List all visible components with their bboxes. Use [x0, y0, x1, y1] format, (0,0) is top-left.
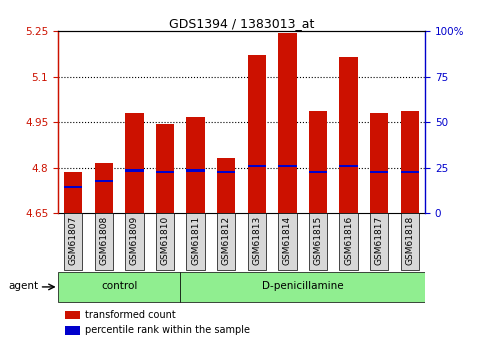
Text: GSM61812: GSM61812 [222, 216, 231, 265]
Bar [370, 113, 388, 213]
Bar [340, 165, 358, 167]
Bar [309, 171, 327, 173]
Bar [400, 171, 419, 173]
Text: GSM61807: GSM61807 [69, 216, 78, 265]
Text: D-penicillamine: D-penicillamine [262, 281, 343, 291]
Bar [186, 169, 205, 172]
Bar [156, 171, 174, 173]
Text: GSM61811: GSM61811 [191, 216, 200, 265]
Bar [95, 163, 113, 213]
Bar [156, 213, 174, 270]
Bar [125, 113, 143, 213]
Bar [186, 213, 205, 270]
Bar [248, 165, 266, 167]
Bar [278, 165, 297, 167]
Text: GSM61813: GSM61813 [252, 216, 261, 265]
Bar [340, 213, 358, 270]
Text: GSM61808: GSM61808 [99, 216, 108, 265]
Bar [248, 213, 266, 270]
Text: GSM61814: GSM61814 [283, 216, 292, 265]
Bar [248, 55, 266, 213]
Bar [65, 326, 80, 335]
Bar [65, 311, 80, 319]
Text: GSM61809: GSM61809 [130, 216, 139, 265]
Text: agent: agent [8, 281, 38, 291]
Text: GSM61810: GSM61810 [160, 216, 170, 265]
Text: transformed count: transformed count [85, 310, 176, 320]
Bar [58, 272, 180, 302]
Bar [156, 124, 174, 213]
Text: GSM61815: GSM61815 [313, 216, 323, 265]
Title: GDS1394 / 1383013_at: GDS1394 / 1383013_at [169, 17, 314, 30]
Bar [217, 171, 235, 173]
Bar [95, 213, 113, 270]
Bar [125, 213, 143, 270]
Bar [400, 213, 419, 270]
Bar [217, 158, 235, 213]
Bar [64, 213, 83, 270]
Bar [186, 118, 205, 213]
Bar [217, 213, 235, 270]
Bar [278, 213, 297, 270]
Bar [370, 171, 388, 173]
Bar [95, 180, 113, 183]
Bar [309, 111, 327, 213]
Bar [64, 186, 83, 188]
Bar [340, 57, 358, 213]
Text: GSM61818: GSM61818 [405, 216, 414, 265]
Text: GSM61817: GSM61817 [375, 216, 384, 265]
Bar [64, 172, 83, 213]
Bar [370, 213, 388, 270]
Text: control: control [101, 281, 137, 291]
Bar [278, 32, 297, 213]
Bar [180, 272, 425, 302]
Bar [400, 111, 419, 213]
Bar [125, 169, 143, 172]
Text: percentile rank within the sample: percentile rank within the sample [85, 325, 251, 335]
Text: GSM61816: GSM61816 [344, 216, 353, 265]
Bar [309, 213, 327, 270]
